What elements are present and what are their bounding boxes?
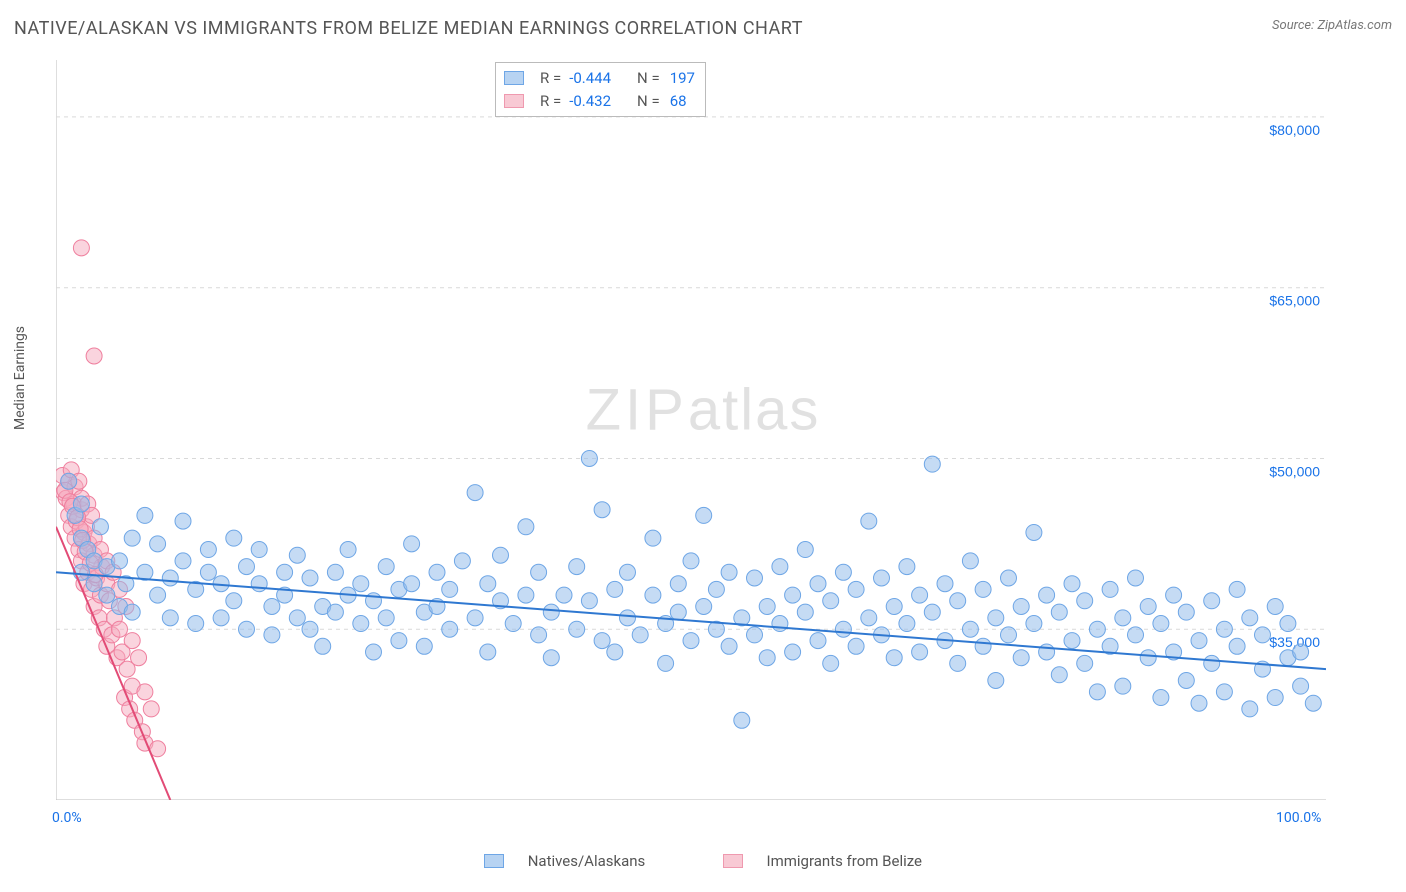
n-value: 68 <box>670 90 687 113</box>
svg-text:$50,000: $50,000 <box>1269 463 1320 479</box>
n-value: 197 <box>670 67 695 90</box>
r-value: -0.444 <box>569 67 611 90</box>
legend-swatch-pink <box>504 94 524 108</box>
stats-row: R = -0.444 N = 197 <box>504 67 695 90</box>
legend-swatch-pink <box>723 854 743 868</box>
legend-swatch-blue <box>504 71 524 85</box>
legend-label: Immigrants from Belize <box>767 852 923 870</box>
x-axis-min-label: 0.0% <box>52 810 82 826</box>
legend-swatch-blue <box>484 854 504 868</box>
stats-legend-box: R = -0.444 N = 197 R = -0.432 N = 68 <box>495 62 706 117</box>
y-axis-label: Median Earnings <box>12 326 28 430</box>
x-axis-max-label: 100.0% <box>1276 810 1321 826</box>
svg-text:$80,000: $80,000 <box>1269 122 1320 138</box>
bottom-legend: Natives/Alaskans Immigrants from Belize <box>0 851 1406 870</box>
svg-text:$65,000: $65,000 <box>1269 293 1320 309</box>
scatter-chart: $35,000$50,000$65,000$80,000 <box>56 60 1326 800</box>
legend-label: Natives/Alaskans <box>528 852 646 870</box>
chart-title: NATIVE/ALASKAN VS IMMIGRANTS FROM BELIZE… <box>14 18 803 39</box>
header: NATIVE/ALASKAN VS IMMIGRANTS FROM BELIZE… <box>14 18 1392 39</box>
stats-row: R = -0.432 N = 68 <box>504 90 695 113</box>
r-value: -0.432 <box>569 90 611 113</box>
source-attribution: Source: ZipAtlas.com <box>1272 18 1392 33</box>
